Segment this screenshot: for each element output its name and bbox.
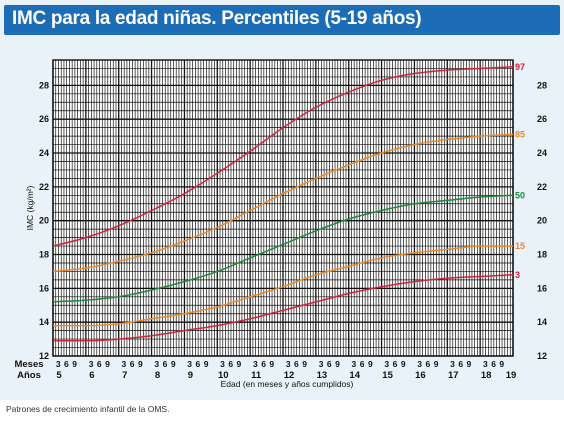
y-tick-right: 14 bbox=[537, 317, 547, 327]
year-tick: 17 bbox=[448, 370, 459, 381]
y-tick-right: 26 bbox=[537, 114, 547, 124]
month-tick: 3 bbox=[154, 359, 159, 369]
y-tick-right: 20 bbox=[537, 216, 547, 226]
month-tick: 3 bbox=[187, 359, 192, 369]
year-tick: 7 bbox=[122, 370, 127, 381]
month-tick: 6 bbox=[163, 359, 168, 369]
month-tick: 3 bbox=[286, 359, 291, 369]
month-tick: 6 bbox=[130, 359, 135, 369]
month-tick: 6 bbox=[458, 359, 463, 369]
month-tick: 9 bbox=[335, 359, 340, 369]
y-tick-right: 28 bbox=[537, 80, 547, 90]
month-tick: 3 bbox=[352, 359, 357, 369]
x-axis-label: Edad (en meses y años cumplidos) bbox=[221, 379, 354, 389]
month-tick: 9 bbox=[302, 359, 307, 369]
month-tick: 9 bbox=[72, 359, 77, 369]
month-tick: 3 bbox=[483, 359, 488, 369]
month-tick: 6 bbox=[261, 359, 266, 369]
month-tick: 9 bbox=[237, 359, 242, 369]
month-tick: 9 bbox=[171, 359, 176, 369]
month-tick: 3 bbox=[417, 359, 422, 369]
year-tick: 6 bbox=[89, 370, 94, 381]
percentile-label-p15: 15 bbox=[515, 241, 525, 251]
y-tick-right: 22 bbox=[537, 182, 547, 192]
month-tick: 6 bbox=[195, 359, 200, 369]
month-tick: 3 bbox=[450, 359, 455, 369]
y-tick-right: 18 bbox=[537, 250, 547, 260]
month-tick: 6 bbox=[97, 359, 102, 369]
month-tick: 9 bbox=[499, 359, 504, 369]
month-tick: 3 bbox=[253, 359, 258, 369]
month-tick: 6 bbox=[491, 359, 496, 369]
year-tick: 16 bbox=[415, 370, 426, 381]
month-tick: 6 bbox=[393, 359, 398, 369]
month-tick: 3 bbox=[384, 359, 389, 369]
month-tick: 9 bbox=[368, 359, 373, 369]
y-tick-left: 24 bbox=[39, 148, 49, 158]
y-axis-label: IMC (kg/m²) bbox=[25, 185, 35, 230]
month-tick: 9 bbox=[105, 359, 110, 369]
percentile-label-p3: 3 bbox=[515, 270, 520, 280]
month-tick: 9 bbox=[434, 359, 439, 369]
month-tick: 6 bbox=[360, 359, 365, 369]
month-tick: 9 bbox=[401, 359, 406, 369]
y-tick-left: 14 bbox=[39, 317, 49, 327]
source-note: Patrones de crecimiento infantil de la O… bbox=[6, 404, 169, 414]
month-tick: 9 bbox=[269, 359, 274, 369]
year-tick: 5 bbox=[56, 370, 62, 381]
y-tick-right: 16 bbox=[537, 283, 547, 293]
y-tick-right: 24 bbox=[537, 148, 547, 158]
month-tick: 3 bbox=[56, 359, 61, 369]
month-tick: 9 bbox=[138, 359, 143, 369]
percentile-label-p85: 85 bbox=[515, 129, 525, 139]
month-tick: 6 bbox=[425, 359, 430, 369]
y-tick-left: 16 bbox=[39, 283, 49, 293]
month-tick: 6 bbox=[327, 359, 332, 369]
y-tick-left: 22 bbox=[39, 182, 49, 192]
year-tick: 9 bbox=[188, 370, 193, 381]
year-tick: 18 bbox=[481, 370, 492, 381]
y-tick-right: 12 bbox=[537, 351, 547, 361]
month-tick: 3 bbox=[220, 359, 225, 369]
month-tick: 3 bbox=[319, 359, 324, 369]
y-tick-left: 20 bbox=[39, 216, 49, 226]
month-tick: 9 bbox=[204, 359, 209, 369]
percentile-label-p50: 50 bbox=[515, 190, 525, 200]
chart-frame: IMC para la edad niñas. Percentiles (5-1… bbox=[0, 0, 564, 400]
month-tick: 6 bbox=[228, 359, 233, 369]
y-tick-left: 28 bbox=[39, 80, 49, 90]
percentile-label-p97: 97 bbox=[515, 62, 525, 72]
year-tick: 8 bbox=[155, 370, 160, 381]
y-tick-left: 26 bbox=[39, 114, 49, 124]
year-tick: 19 bbox=[506, 370, 517, 381]
month-tick: 6 bbox=[294, 359, 299, 369]
month-tick: 6 bbox=[64, 359, 69, 369]
y-tick-left: 18 bbox=[39, 250, 49, 260]
years-row-label: Años bbox=[17, 370, 41, 381]
month-tick: 9 bbox=[467, 359, 472, 369]
year-tick: 15 bbox=[382, 370, 393, 381]
month-tick: 3 bbox=[122, 359, 127, 369]
months-row-label: Meses bbox=[14, 359, 43, 370]
month-tick: 3 bbox=[89, 359, 94, 369]
